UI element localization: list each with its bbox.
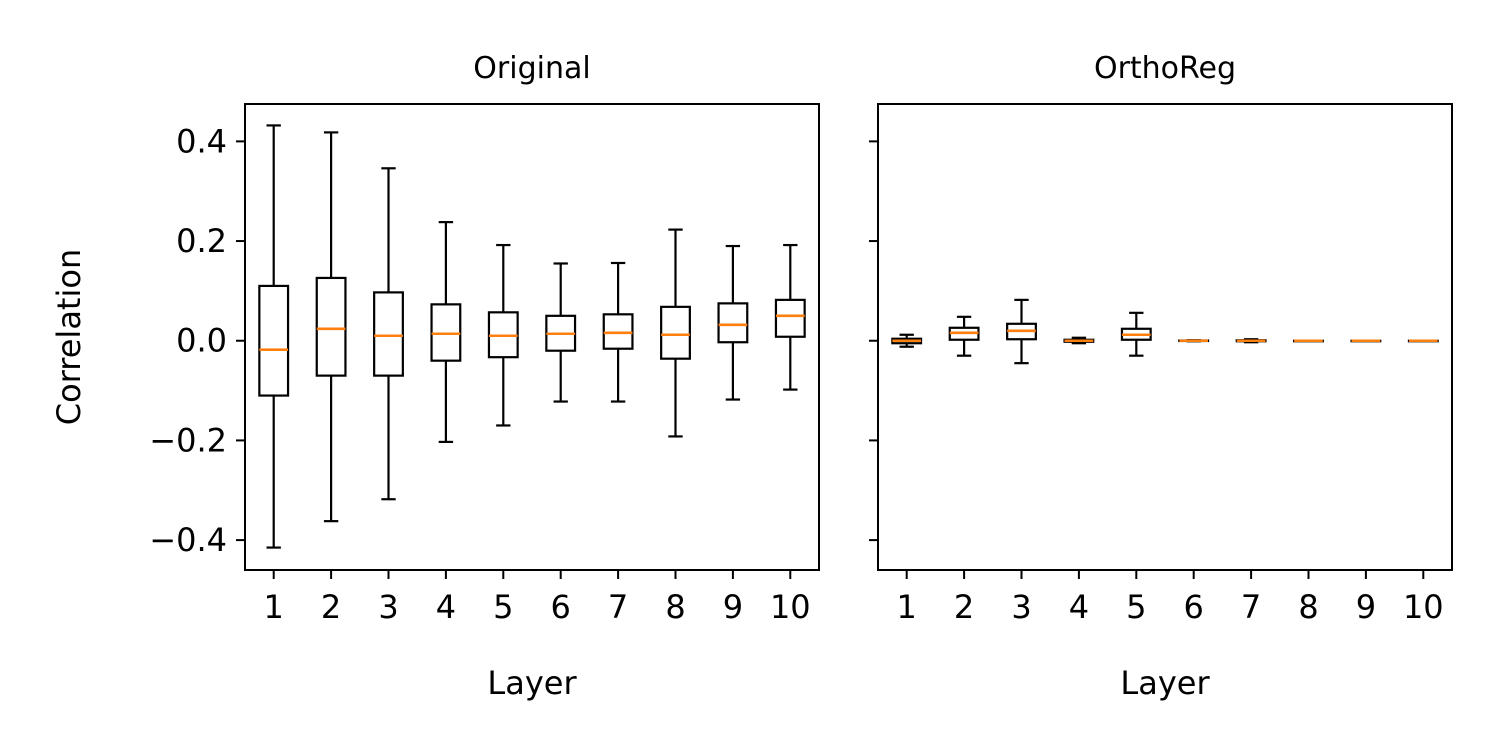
box-layer-2 bbox=[315, 131, 347, 523]
x-tick-label: 8 bbox=[1298, 588, 1318, 626]
x-tick-label: 7 bbox=[608, 588, 628, 626]
x-axis-label: Layer bbox=[487, 664, 577, 702]
x-tick-label: 6 bbox=[1184, 588, 1204, 626]
box-layer-8 bbox=[1293, 339, 1324, 343]
y-tick-label: −0.4 bbox=[149, 521, 227, 559]
box-layer-10 bbox=[1407, 339, 1439, 343]
x-tick-label: 10 bbox=[770, 588, 811, 626]
x-tick-label: 3 bbox=[1011, 588, 1031, 626]
x-tick-label: 4 bbox=[1069, 588, 1089, 626]
box-layer-4 bbox=[430, 221, 462, 444]
iqr-box bbox=[660, 305, 691, 360]
x-tick-label: 1 bbox=[897, 588, 917, 626]
x-tick-label: 6 bbox=[551, 588, 571, 626]
box-layer-3 bbox=[373, 167, 404, 501]
panel-orthoreg: OrthoReg Layer 1 2 3 4 5 6 7 8 9 10 bbox=[869, 51, 1453, 702]
box-layer-8 bbox=[660, 228, 691, 438]
x-tick-label: 4 bbox=[436, 588, 456, 626]
x-tick-label: 3 bbox=[378, 588, 398, 626]
box-layer-6 bbox=[545, 262, 577, 403]
y-tick-label: 0.0 bbox=[176, 322, 227, 360]
iqr-box bbox=[373, 291, 404, 377]
y-axis-label: Correlation bbox=[50, 249, 88, 425]
x-tick-label: 7 bbox=[1241, 588, 1261, 626]
box-layer-2 bbox=[948, 315, 980, 357]
panel-original: Original Layer Correlation 0.4 0.2 0.0 −0.2… bbox=[50, 51, 820, 702]
iqr-box bbox=[258, 284, 290, 397]
box-layer-7 bbox=[602, 261, 634, 403]
y-tick-label: −0.2 bbox=[149, 421, 227, 459]
y-tick-label: 0.4 bbox=[176, 122, 227, 160]
panel-title: Original bbox=[473, 51, 590, 86]
box-layer-1 bbox=[891, 333, 923, 348]
x-tick-label: 8 bbox=[665, 588, 685, 626]
plot-frame bbox=[877, 103, 1453, 571]
x-tick-label: 5 bbox=[1126, 588, 1146, 626]
box-layer-10 bbox=[774, 243, 806, 391]
box-layer-9 bbox=[1350, 339, 1382, 343]
panel-title: OrthoReg bbox=[1094, 51, 1236, 86]
x-tick-label: 5 bbox=[493, 588, 513, 626]
box-layer-9 bbox=[717, 244, 749, 401]
y-tick-label: 0.2 bbox=[176, 222, 227, 260]
x-tick-label: 1 bbox=[264, 588, 284, 626]
x-tick-label: 2 bbox=[321, 588, 341, 626]
x-tick-label: 10 bbox=[1403, 588, 1444, 626]
iqr-box bbox=[315, 276, 347, 377]
plot-frame bbox=[244, 103, 820, 571]
box-layer-7 bbox=[1235, 338, 1267, 344]
x-tick-label: 9 bbox=[1356, 588, 1376, 626]
box-layer-5 bbox=[1120, 311, 1152, 357]
x-axis-label: Layer bbox=[1120, 664, 1210, 702]
iqr-box bbox=[717, 302, 749, 344]
box-layer-6 bbox=[1178, 339, 1210, 343]
box-layer-1 bbox=[258, 124, 290, 549]
x-tick-label: 9 bbox=[723, 588, 743, 626]
iqr-box bbox=[774, 298, 806, 338]
box-layer-3 bbox=[1006, 298, 1037, 365]
x-tick-label: 2 bbox=[954, 588, 974, 626]
box-layer-4 bbox=[1063, 336, 1095, 345]
box-layer-5 bbox=[487, 243, 519, 427]
